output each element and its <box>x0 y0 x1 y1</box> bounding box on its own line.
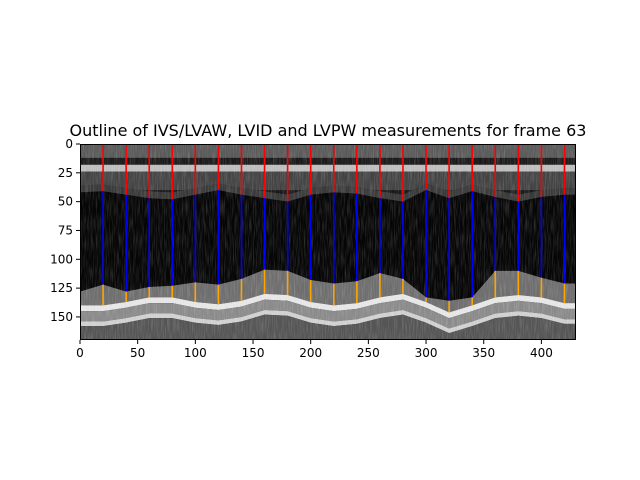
x-tick-label: 300 <box>415 346 438 360</box>
x-tick-label: 350 <box>472 346 495 360</box>
y-axis: 0 25 50 75 100 125 150 <box>50 137 80 324</box>
plot-frame <box>80 144 576 340</box>
x-axis: 0 50 100 150 200 250 300 350 400 <box>76 340 553 360</box>
y-tick-label: 150 <box>50 310 73 324</box>
x-tick-label: 200 <box>299 346 322 360</box>
y-tick-label: 75 <box>58 223 73 237</box>
measurement-lines <box>80 144 566 313</box>
y-tick-label: 50 <box>58 195 73 209</box>
y-tick-label: 25 <box>58 166 73 180</box>
speckle-texture <box>80 144 576 340</box>
x-tick-label: 0 <box>76 346 84 360</box>
x-tick-label: 400 <box>530 346 553 360</box>
chart-title: Outline of IVS/LVAW, LVID and LVPW measu… <box>70 121 587 140</box>
y-tick-label: 100 <box>50 252 73 266</box>
x-tick-label: 100 <box>184 346 207 360</box>
y-tick-label: 125 <box>50 281 73 295</box>
x-tick-label: 150 <box>242 346 265 360</box>
x-tick-label: 250 <box>357 346 380 360</box>
y-tick-label: 0 <box>65 137 73 151</box>
x-tick-label: 50 <box>130 346 145 360</box>
plot-area <box>80 144 576 340</box>
